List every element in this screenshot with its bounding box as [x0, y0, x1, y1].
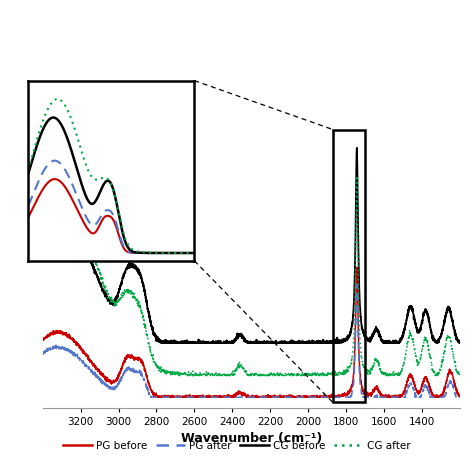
- X-axis label: Wavenumber (cm⁻¹): Wavenumber (cm⁻¹): [181, 432, 322, 445]
- Legend: PG before, PG after, CG before, CG after: PG before, PG after, CG before, CG after: [59, 437, 415, 455]
- Bar: [333, 129, 365, 402]
